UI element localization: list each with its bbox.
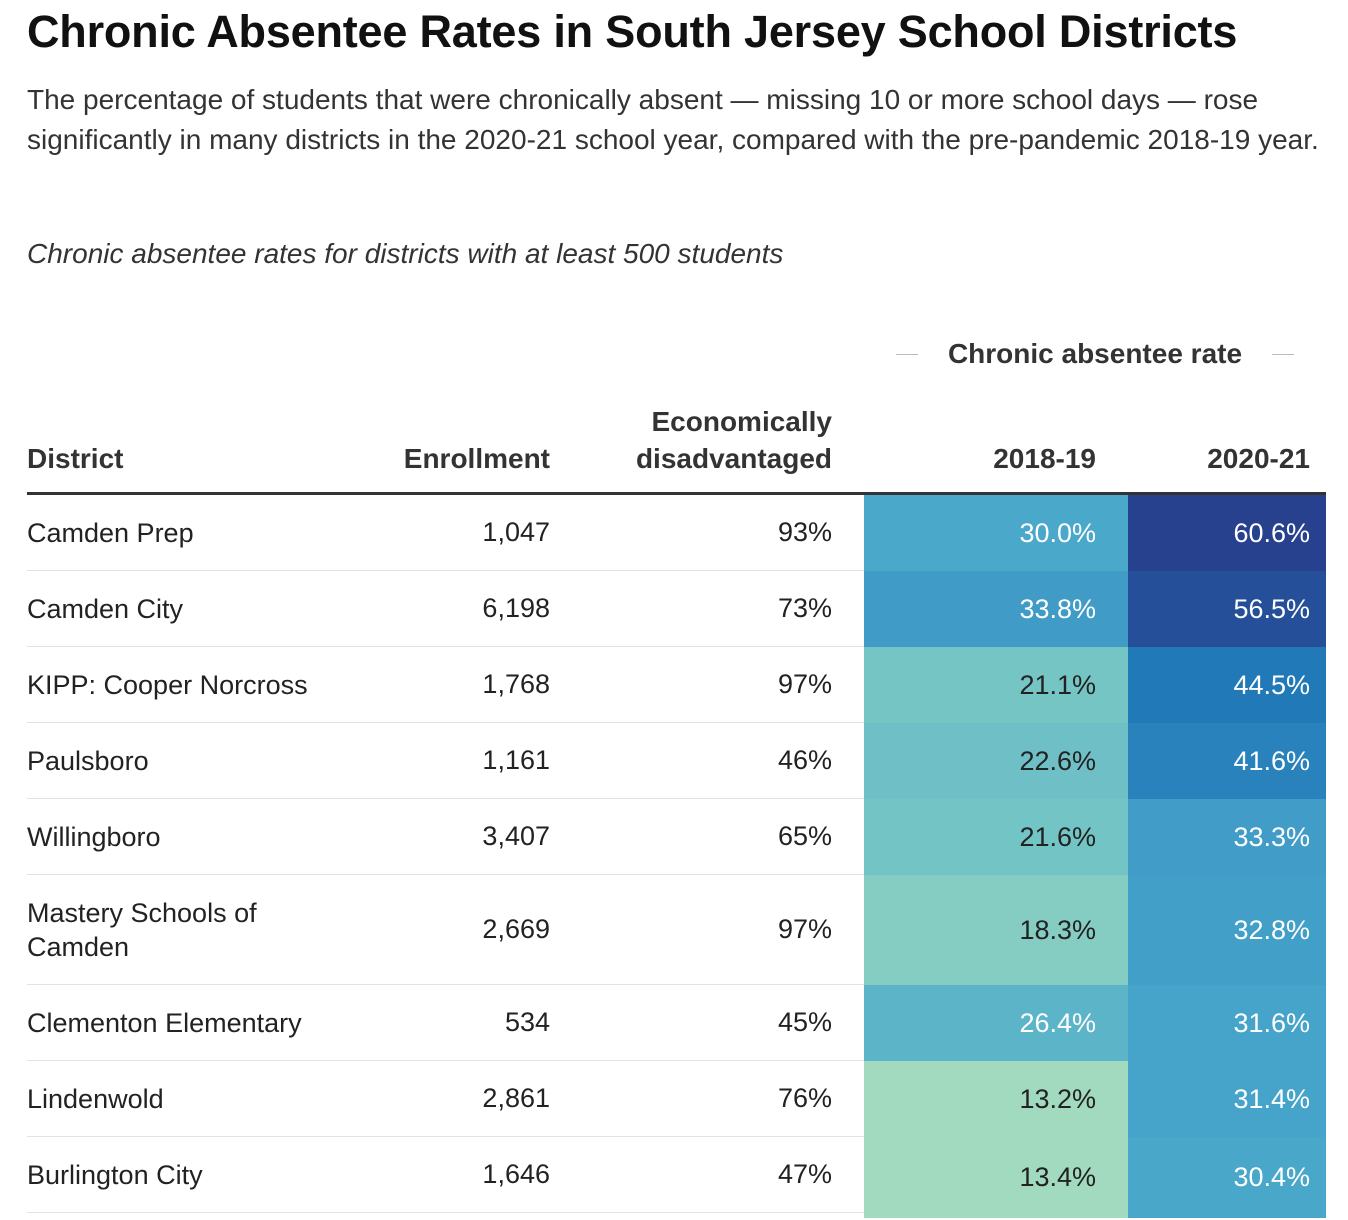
table-row: Lindenwold 2,861 76% 13.2% 31.4% (27, 1061, 1326, 1137)
column-header-econ-disadvantaged: Economically disadvantaged (580, 403, 832, 477)
econ-disadvantaged-cell: 76% (777, 1083, 832, 1113)
econ-disadvantaged-cell: 97% (777, 669, 832, 699)
table-row: Camden Prep 1,047 93% 30.0% 60.6% (27, 495, 1326, 571)
econ-disadvantaged-cell: 45% (777, 1007, 832, 1037)
district-cell: Burlington City (27, 1159, 203, 1190)
district-cell: Camden City (27, 593, 184, 624)
group-header-label: Chronic absentee rate (947, 338, 1243, 369)
chart-subtitle: The percentage of students that were chr… (27, 84, 1319, 155)
table-row: Burlington City 1,646 47% 13.4% 30.4% (27, 1137, 1326, 1218)
district-cell: Mastery Schools of Camden (27, 897, 257, 962)
enrollment-cell: 1,047 (482, 517, 550, 547)
rate-2020-21-cell: 30.4% (1128, 1137, 1326, 1218)
enrollment-cell: 6,198 (482, 593, 550, 623)
rate-2018-19-cell: 13.4% (864, 1137, 1128, 1218)
district-cell: Lindenwold (27, 1083, 164, 1114)
econ-disadvantaged-cell: 46% (777, 745, 832, 775)
econ-disadvantaged-cell: 93% (777, 517, 832, 547)
district-cell: KIPP: Cooper Norcross (27, 669, 308, 700)
column-header-econ-line2: disadvantaged (635, 443, 832, 474)
enrollment-cell: 1,768 (482, 669, 550, 699)
table-row: Camden City 6,198 73% 33.8% 56.5% (27, 571, 1326, 647)
column-header-econ-line1: Economically (651, 406, 832, 437)
district-cell: Willingboro (27, 821, 161, 852)
rate-group-header: Chronic absentee rate (896, 334, 1294, 374)
chart-note: Chronic absentee rates for districts wit… (27, 238, 784, 269)
enrollment-cell: 2,669 (482, 914, 550, 944)
table-row: Mastery Schools of Camden 2,669 97% 18.3% 32… (27, 875, 1326, 985)
rate-2018-19-cell: 33.8% (864, 571, 1128, 647)
column-header-2018-19: 2018-19 (993, 443, 1096, 474)
rate-2018-19-cell: 21.6% (864, 799, 1128, 875)
table-row: Willingboro 3,407 65% 21.6% 33.3% (27, 799, 1326, 875)
district-cell: Paulsboro (27, 745, 149, 776)
group-header-left-rule (896, 353, 918, 355)
rate-2020-21-cell: 56.5% (1128, 571, 1326, 647)
column-header-district: District (27, 443, 124, 474)
table-row: Clementon Elementary 534 45% 26.4% 31.6% (27, 985, 1326, 1061)
econ-disadvantaged-cell: 97% (777, 914, 832, 944)
rate-2018-19-cell: 13.2% (864, 1061, 1128, 1137)
group-header-right-rule (1271, 353, 1294, 355)
table-row: KIPP: Cooper Norcross 1,768 97% 21.1% 44.5% (27, 647, 1326, 723)
econ-disadvantaged-cell: 65% (777, 821, 832, 851)
enrollment-cell: 1,161 (482, 745, 550, 775)
table-body: Camden Prep 1,047 93% 30.0% 60.6% Camden City… (27, 495, 1326, 1218)
econ-disadvantaged-cell: 47% (777, 1159, 832, 1189)
rate-2020-21-cell: 41.6% (1128, 723, 1326, 799)
rate-2020-21-cell: 60.6% (1128, 495, 1326, 571)
rate-2020-21-cell: 33.3% (1128, 799, 1326, 875)
enrollment-cell: 3,407 (482, 821, 550, 851)
enrollment-cell: 2,861 (482, 1083, 550, 1113)
rate-2018-19-cell: 26.4% (864, 985, 1128, 1061)
rate-2018-19-cell: 21.1% (864, 647, 1128, 723)
chart-title: Chronic Absentee Rates in South Jersey S… (27, 6, 1238, 57)
table-row: Paulsboro 1,161 46% 22.6% 41.6% (27, 723, 1326, 799)
enrollment-cell: 534 (504, 1007, 550, 1037)
rate-2018-19-cell: 22.6% (864, 723, 1128, 799)
rate-2018-19-cell: 30.0% (864, 495, 1128, 571)
rate-2018-19-cell: 18.3% (864, 875, 1128, 985)
column-header-2020-21: 2020-21 (1207, 443, 1310, 474)
rate-2020-21-cell: 31.6% (1128, 985, 1326, 1061)
econ-disadvantaged-cell: 73% (777, 593, 832, 623)
rate-2020-21-cell: 32.8% (1128, 875, 1326, 985)
header-rule (27, 492, 1326, 495)
column-header-enrollment: Enrollment (403, 443, 550, 474)
district-cell: Camden Prep (27, 517, 194, 548)
enrollment-cell: 1,646 (482, 1159, 550, 1189)
rate-2020-21-cell: 44.5% (1128, 647, 1326, 723)
rate-2020-21-cell: 31.4% (1128, 1061, 1326, 1137)
district-cell: Clementon Elementary (27, 1007, 302, 1038)
